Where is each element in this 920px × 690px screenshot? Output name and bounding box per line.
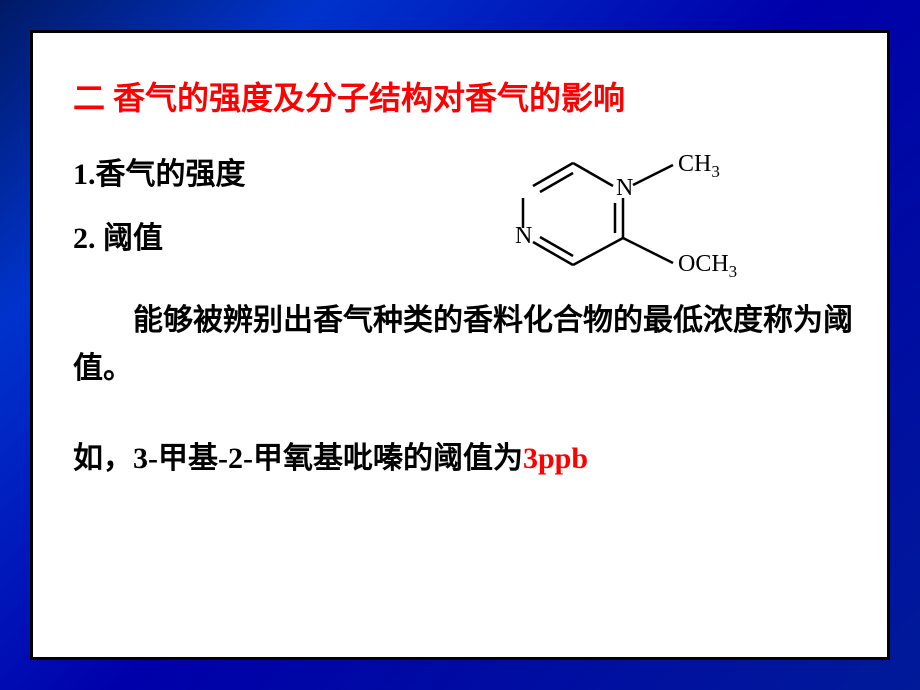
molecular-structure: N N CH3 OCH3 bbox=[473, 143, 793, 303]
bond-double bbox=[540, 173, 573, 192]
bond bbox=[533, 163, 573, 186]
bond bbox=[573, 163, 613, 186]
slide-content: 二 香气的强度及分子结构对香气的影响 1.香气的强度 2. 阈值 bbox=[30, 30, 890, 660]
slide-background: 二 香气的强度及分子结构对香气的影响 1.香气的强度 2. 阈值 bbox=[0, 0, 920, 690]
example-prefix: 如，3-甲基-2-甲氧基吡嗪的阈值为 bbox=[73, 442, 523, 475]
ch3-label: CH3 bbox=[678, 151, 720, 181]
bond bbox=[573, 238, 623, 265]
bond-ch3 bbox=[633, 165, 673, 185]
definition-text: 能够被辨别出香气种类的香料化合物的最低浓度称为阈值。 bbox=[73, 297, 857, 393]
och3-label: OCH3 bbox=[678, 251, 737, 281]
bond-double bbox=[540, 237, 573, 256]
nitrogen-label-1: N bbox=[616, 175, 633, 201]
nitrogen-label-2: N bbox=[515, 223, 532, 249]
bond-och3 bbox=[623, 238, 673, 263]
slide-title: 二 香气的强度及分子结构对香气的影响 bbox=[73, 73, 857, 119]
example-value: 3ppb bbox=[523, 442, 588, 475]
example-text: 如，3-甲基-2-甲氧基吡嗪的阈值为3ppb bbox=[73, 433, 857, 477]
